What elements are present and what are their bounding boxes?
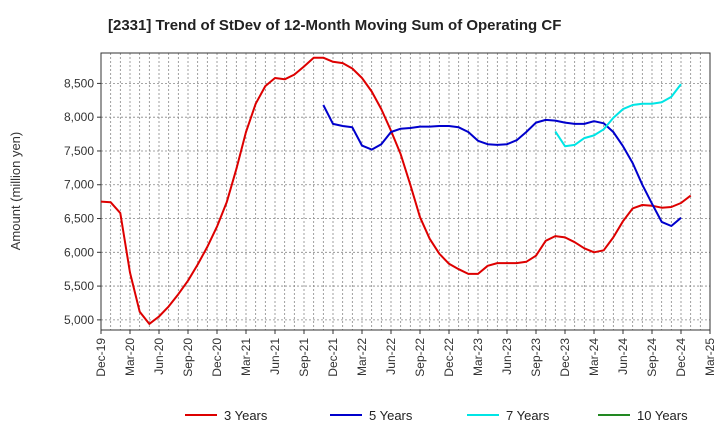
x-tick-label: Dec-19 <box>94 338 108 377</box>
y-tick-label: 7,500 <box>64 144 94 158</box>
y-tick-label: 6,500 <box>64 212 94 226</box>
x-tick-label: Dec-21 <box>326 338 340 377</box>
grid <box>100 53 711 330</box>
x-tick-label: Dec-23 <box>558 338 572 377</box>
x-tick-label: Jun-23 <box>500 338 514 375</box>
x-tick-label: Jun-22 <box>384 338 398 375</box>
chart-title: [2331] Trend of StDev of 12-Month Moving… <box>108 17 561 34</box>
y-axis-label: Amount (million yen) <box>8 132 23 251</box>
x-tick-label: Sep-23 <box>529 338 543 377</box>
x-axis: Dec-19 Mar-20 Jun-20 Sep-20 Dec-20 Mar-21 Jun-… <box>94 330 717 377</box>
x-tick-label: Jun-21 <box>268 338 282 375</box>
x-tick-label: Mar-23 <box>471 338 485 376</box>
x-tick-label: Mar-22 <box>355 338 369 376</box>
x-tick-label: Mar-21 <box>239 338 253 376</box>
y-tick-label: 7,000 <box>64 178 94 192</box>
x-tick-label: Dec-20 <box>210 338 224 377</box>
x-tick-label: Sep-24 <box>645 338 659 377</box>
series-lines <box>100 56 692 325</box>
legend-label: 5 Years <box>369 408 413 423</box>
x-tick-label: Mar-24 <box>587 338 601 376</box>
x-tick-label: Dec-24 <box>674 338 688 377</box>
x-tick-label: Sep-20 <box>181 338 195 377</box>
x-tick-label: Jun-20 <box>152 338 166 375</box>
series-line-3-years <box>100 56 692 325</box>
y-tick-label: 8,000 <box>64 110 94 124</box>
series-line-7-years <box>554 83 682 148</box>
x-tick-label: Jun-24 <box>616 338 630 375</box>
y-tick-label: 5,000 <box>64 313 94 327</box>
y-axis: 5,000 5,500 6,000 6,500 7,000 7,500 8,000 8,500 <box>64 76 101 327</box>
x-tick-label: Mar-20 <box>123 338 137 376</box>
plot-area <box>100 52 711 331</box>
legend-label: 7 Years <box>506 408 550 423</box>
y-tick-label: 6,000 <box>64 245 94 259</box>
legend: 3 Years 5 Years 7 Years 10 Years <box>185 408 688 423</box>
x-tick-label: Sep-21 <box>297 338 311 377</box>
x-tick-label: Mar-25 <box>703 338 717 376</box>
y-tick-label: 8,500 <box>64 76 94 90</box>
x-tick-label: Sep-22 <box>413 338 427 377</box>
legend-label: 10 Years <box>637 408 688 423</box>
y-tick-label: 5,500 <box>64 279 94 293</box>
legend-label: 3 Years <box>224 408 268 423</box>
series-line-5-years <box>322 104 682 227</box>
x-tick-label: Dec-22 <box>442 338 456 377</box>
